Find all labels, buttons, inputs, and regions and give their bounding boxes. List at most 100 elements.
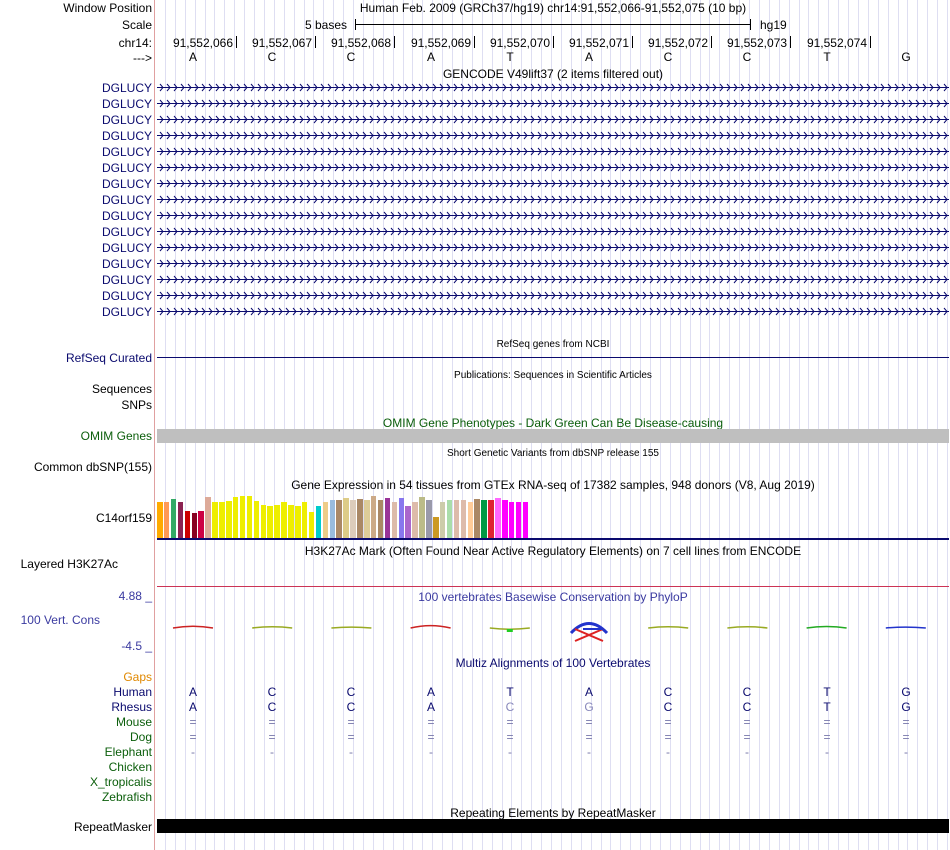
repeatmasker-element-bar[interactable]	[157, 819, 949, 833]
gencode-transcript[interactable]	[157, 81, 949, 95]
refseq-gene-line[interactable]	[157, 357, 949, 358]
gtex-tissue-bar[interactable]	[260, 505, 267, 538]
multiz-species-label[interactable]: Dog	[129, 730, 152, 744]
phylop-score-mark[interactable]	[172, 625, 214, 629]
gencode-gene-label[interactable]: DGLUCY	[101, 289, 152, 303]
phylop-score-mark[interactable]	[727, 626, 768, 629]
gtex-tissue-bar[interactable]	[253, 501, 260, 538]
gencode-gene-label[interactable]: DGLUCY	[101, 209, 152, 223]
gtex-tissue-bar[interactable]	[315, 506, 322, 538]
gtex-tissue-bar[interactable]	[226, 501, 232, 538]
gtex-gene-model-line[interactable]	[157, 538, 949, 540]
gtex-tissue-bar[interactable]	[246, 496, 253, 538]
phylop-score-mark[interactable]	[648, 626, 689, 629]
gtex-tissue-bar[interactable]	[481, 500, 487, 538]
h3k27ac-track-label[interactable]: Layered H3K27Ac	[20, 557, 118, 571]
gencode-transcript[interactable]	[157, 113, 949, 127]
gtex-tissue-bar[interactable]	[377, 500, 384, 538]
gtex-tissue-bar[interactable]	[163, 502, 170, 538]
gtex-tissue-bar[interactable]	[453, 500, 460, 538]
gencode-gene-label[interactable]: DGLUCY	[101, 225, 152, 239]
gencode-transcript[interactable]	[157, 209, 949, 223]
dbsnp-track-label[interactable]: Common dbSNP(155)	[33, 460, 152, 474]
gtex-gene-label[interactable]: C14orf159	[95, 511, 152, 525]
gtex-tissue-bar[interactable]	[219, 502, 225, 538]
gtex-tissue-bar[interactable]	[177, 502, 184, 538]
gtex-tissue-bar[interactable]	[433, 517, 439, 538]
multiz-species-label[interactable]: Elephant	[104, 745, 152, 759]
gtex-tissue-bar[interactable]	[350, 500, 356, 538]
gtex-tissue-bar[interactable]	[295, 506, 301, 538]
gencode-transcript[interactable]	[157, 145, 949, 159]
gtex-tissue-bar[interactable]	[426, 500, 432, 538]
gtex-tissue-bar[interactable]	[488, 500, 494, 538]
gtex-tissue-bar[interactable]	[198, 511, 204, 538]
gtex-tissue-bar[interactable]	[370, 496, 377, 538]
gencode-transcript[interactable]	[157, 257, 949, 271]
gtex-tissue-bar[interactable]	[281, 502, 287, 538]
gtex-tissue-bar[interactable]	[184, 511, 191, 538]
gtex-tissue-bar[interactable]	[288, 505, 294, 538]
gencode-gene-label[interactable]: DGLUCY	[101, 273, 152, 287]
gtex-tissue-bar[interactable]	[515, 502, 522, 538]
gencode-transcript[interactable]	[157, 241, 949, 255]
gtex-tissue-bar[interactable]	[391, 502, 398, 538]
gencode-transcript[interactable]	[157, 129, 949, 143]
gtex-tissue-bar[interactable]	[508, 502, 515, 538]
phylop-score-mark[interactable]	[885, 626, 926, 629]
phylop-score-mark[interactable]	[331, 626, 372, 629]
gtex-tissue-bar[interactable]	[205, 497, 211, 538]
gencode-gene-label[interactable]: DGLUCY	[101, 145, 152, 159]
phylop-score-mark[interactable]	[410, 624, 451, 629]
gtex-tissue-bar[interactable]	[446, 500, 453, 538]
gtex-tissue-bar[interactable]	[308, 512, 315, 538]
phylop-score-mark[interactable]	[489, 627, 530, 632]
gtex-tissue-bar[interactable]	[232, 497, 239, 538]
gtex-tissue-bar[interactable]	[301, 502, 308, 538]
gtex-tissue-bar[interactable]	[502, 500, 508, 538]
phylop-score-mark[interactable]	[806, 625, 847, 629]
multiz-species-label[interactable]: Mouse	[115, 715, 152, 729]
multiz-species-label[interactable]: Chicken	[108, 760, 152, 774]
gencode-transcript[interactable]	[157, 225, 949, 239]
gencode-transcript[interactable]	[157, 289, 949, 303]
gencode-gene-label[interactable]: DGLUCY	[101, 241, 152, 255]
gtex-tissue-bar[interactable]	[364, 500, 370, 538]
multiz-species-label[interactable]: Human	[113, 685, 152, 699]
gtex-tissue-bar[interactable]	[357, 499, 363, 538]
gencode-transcript[interactable]	[157, 305, 949, 319]
multiz-species-label[interactable]: X_tropicalis	[89, 775, 152, 789]
gtex-tissue-bar[interactable]	[412, 502, 418, 538]
omim-gene-bar[interactable]	[157, 429, 949, 443]
gencode-gene-label[interactable]: DGLUCY	[101, 113, 152, 127]
gencode-gene-label[interactable]: DGLUCY	[101, 305, 152, 319]
gtex-tissue-bar[interactable]	[191, 513, 198, 538]
gtex-tissue-bar[interactable]	[170, 499, 177, 538]
multiz-species-label[interactable]: Rhesus	[111, 700, 152, 714]
gtex-tissue-bar[interactable]	[419, 497, 425, 538]
gencode-transcript[interactable]	[157, 193, 949, 207]
publications-snps-label[interactable]: SNPs	[121, 398, 152, 412]
gtex-tissue-bar[interactable]	[384, 498, 391, 538]
publications-sequences-label[interactable]: Sequences	[91, 382, 152, 396]
gtex-tissue-bar[interactable]	[239, 496, 246, 538]
repeatmasker-track-label[interactable]: RepeatMasker	[73, 820, 152, 834]
phylop-score-mark[interactable]	[252, 626, 293, 629]
phylop-score-mark[interactable]	[569, 622, 609, 642]
gtex-tissue-bar[interactable]	[329, 500, 336, 538]
gtex-expression-chart[interactable]	[157, 490, 949, 540]
gtex-tissue-bar[interactable]	[212, 502, 218, 538]
gencode-gene-label[interactable]: DGLUCY	[101, 129, 152, 143]
phylop-track-label[interactable]: 100 Vert. Cons	[20, 613, 100, 627]
gencode-gene-label[interactable]: DGLUCY	[101, 81, 152, 95]
gtex-tissue-bar[interactable]	[267, 506, 273, 538]
gtex-tissue-bar[interactable]	[460, 500, 467, 538]
gtex-tissue-bar[interactable]	[157, 502, 163, 538]
gtex-tissue-bar[interactable]	[398, 498, 405, 538]
gtex-tissue-bar[interactable]	[439, 502, 446, 538]
phylop-conservation-plot[interactable]	[157, 600, 949, 650]
omim-track-label[interactable]: OMIM Genes	[80, 429, 152, 443]
gtex-tissue-bar[interactable]	[474, 499, 480, 538]
gencode-gene-label[interactable]: DGLUCY	[101, 97, 152, 111]
